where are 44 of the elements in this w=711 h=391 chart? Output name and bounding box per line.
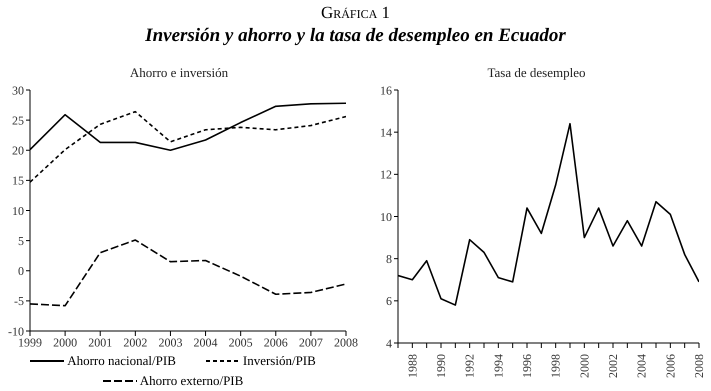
y-tick-label: 10 [12, 204, 24, 218]
chart-title: Tasa de desempleo [486, 64, 586, 82]
x-tick-label: 2000 [53, 336, 78, 350]
x-tick-label: 1990 [434, 354, 448, 378]
y-tick-label: 6 [386, 294, 392, 308]
x-tick-label: 2006 [264, 336, 288, 350]
text: Gráfica 1 [320, 2, 392, 24]
y-tick-label: 20 [12, 144, 24, 158]
x-tick-label: 2004 [634, 354, 649, 378]
y-tick-label: 25 [12, 113, 24, 128]
x-tick-label: 2006 [663, 354, 678, 378]
legend-label: Inversión/PIB [242, 353, 316, 369]
chart-title: Ahorro e inversión [128, 64, 230, 82]
x-tick-label: 1994 [491, 354, 506, 378]
legend-label: Ahorro nacional/PIB [67, 353, 176, 369]
x-tick-label: 1998 [548, 354, 563, 378]
y-tick-label: 15 [12, 174, 24, 188]
y-tick-label: 14 [380, 125, 392, 140]
x-tick-label: 2002 [123, 336, 148, 350]
y-tick-label: 30 [12, 83, 24, 98]
x-tick-label: 2000 [577, 354, 592, 378]
y-tick-label: 4 [386, 336, 392, 350]
x-tick-label: 2008 [692, 354, 706, 378]
x-tick-label: 2004 [194, 336, 218, 350]
x-tick-label: 1999 [18, 336, 42, 350]
x-tick-label: 2008 [334, 336, 358, 350]
x-tick-label: 2003 [158, 336, 182, 350]
x-tick-label: 1988 [405, 354, 420, 378]
x-tick-label: 1996 [520, 354, 534, 378]
y-tick-label: -5 [14, 294, 24, 308]
y-tick-label: 12 [380, 168, 392, 182]
legend-label: Ahorro externo/PIB [140, 373, 244, 389]
y-tick-label: -10 [8, 324, 24, 338]
x-tick-label: 2002 [606, 354, 620, 378]
y-tick-label: 16 [380, 83, 392, 98]
x-tick-label: 1992 [462, 354, 477, 378]
y-tick-label: 0 [18, 264, 24, 278]
y-tick-label: 8 [386, 252, 392, 266]
x-tick-label: 2007 [298, 336, 323, 350]
y-tick-label: 10 [380, 210, 392, 224]
x-tick-label: 2005 [228, 336, 253, 350]
y-tick-label: 5 [18, 234, 24, 248]
text: Inversión y ahorro y la tasa de desempleo en Ecuador [144, 24, 567, 48]
x-tick-label: 2001 [88, 336, 112, 350]
